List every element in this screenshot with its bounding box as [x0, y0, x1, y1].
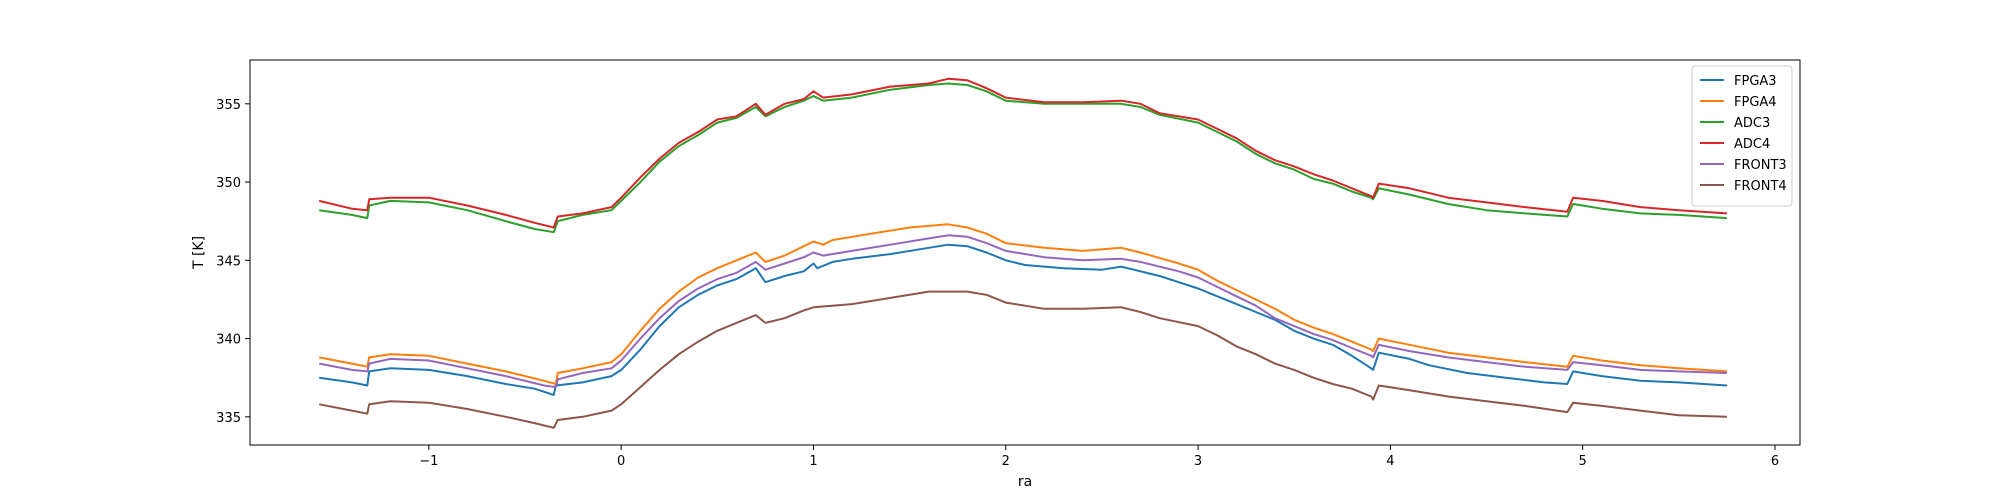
x-tick-label: 1 — [809, 454, 817, 469]
series-line-fpga3 — [319, 243, 1727, 396]
y-tick-label: 340 — [216, 333, 241, 348]
series-layer — [318, 77, 1727, 429]
y-tick-label: 345 — [216, 254, 241, 269]
y-tick-label: 355 — [216, 98, 241, 113]
x-tick-label: −1 — [419, 454, 438, 469]
legend-label: FPGA3 — [1734, 74, 1777, 89]
series-line-adc3 — [319, 82, 1727, 234]
axes-frame — [249, 59, 1801, 446]
legend-label: FRONT4 — [1734, 179, 1787, 194]
y-axis-label: T [K] — [191, 236, 207, 270]
plot-area — [250, 60, 1800, 445]
y-axis: 335 340 345 350 355 — [216, 98, 250, 426]
series-line-front3 — [319, 234, 1727, 389]
legend: FPGA3 FPGA4 ADC3 ADC4 FRONT3 FRONT4 — [1691, 65, 1793, 207]
legend-label: FPGA4 — [1734, 95, 1777, 110]
series-line-fpga4 — [319, 223, 1727, 385]
y-tick-label: 335 — [216, 411, 241, 426]
legend-label: ADC3 — [1734, 116, 1770, 131]
x-axis-label: ra — [1018, 474, 1032, 490]
x-tick-label: 5 — [1579, 454, 1587, 469]
x-tick-label: 6 — [1771, 454, 1779, 469]
x-tick-label: 3 — [1194, 454, 1202, 469]
x-axis: −1 0 1 2 3 4 5 6 — [419, 445, 1779, 469]
series-line-adc4 — [318, 77, 1727, 229]
y-tick-label: 350 — [216, 176, 241, 191]
series-line-front4 — [319, 290, 1727, 429]
x-tick-label: 4 — [1386, 454, 1394, 469]
x-tick-label: 2 — [1002, 454, 1010, 469]
legend-label: ADC4 — [1734, 137, 1770, 152]
x-tick-label: 0 — [617, 454, 625, 469]
legend-label: FRONT3 — [1734, 158, 1787, 173]
